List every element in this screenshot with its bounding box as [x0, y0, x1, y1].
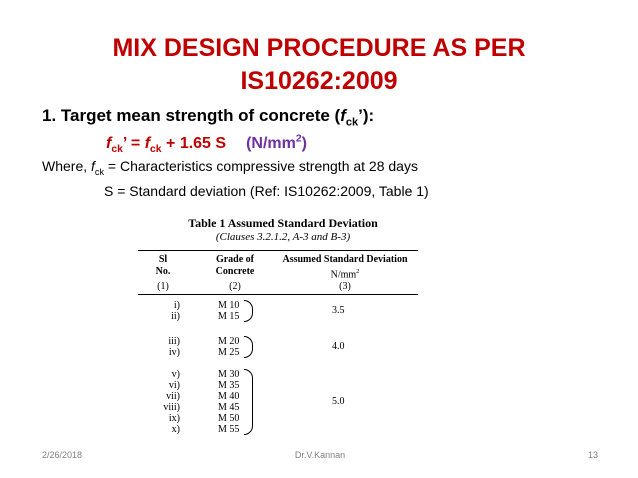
heading-prefix: 1. Target mean strength of concrete ( — [42, 106, 341, 125]
table-title: Table 1 Assumed Standard Deviation — [188, 216, 378, 230]
table-row-grade: M 50 — [218, 413, 240, 424]
footer-author: Dr.V.Kannan — [294, 450, 346, 460]
table-row-grade: M 20 — [218, 336, 240, 347]
table-clauses: (Clauses 3.2.1.2, A-3 and B-3) — [215, 231, 351, 243]
formula-lhs-prime: ’ = — [122, 135, 145, 153]
table-row-sl: iii) — [168, 336, 180, 347]
table-row-grade: M 15 — [218, 311, 240, 322]
table-row-grade: M 25 — [218, 347, 240, 358]
formula-rhs-sub: ck — [150, 144, 162, 156]
table-row-sl: viii) — [163, 402, 180, 413]
col-number-1: (1) — [157, 281, 169, 292]
table-row-deviation: 5.0 — [332, 396, 345, 407]
table-row-sl: vii) — [166, 391, 180, 402]
standard-deviation-line: S = Standard deviation (Ref: IS10262:200… — [104, 183, 429, 199]
grade-group-brace — [244, 300, 253, 322]
table-row-deviation: 4.0 — [332, 341, 345, 352]
footer-page-number: 13 — [587, 450, 598, 460]
heading-symbol: f — [340, 106, 346, 125]
where-line: Where, fck = Characteristics compressive… — [42, 158, 418, 177]
table-row-sl: x) — [171, 424, 180, 435]
formula-lhs-sub: ck — [111, 144, 123, 156]
table-row-sl: ix) — [168, 413, 180, 424]
where-sub: ck — [94, 166, 104, 177]
formula-lhs-f: f — [106, 135, 112, 153]
target-strength-formula: fck’ = fck + 1.65 S (N/mm2) — [106, 134, 307, 156]
table-row-sl: v) — [171, 369, 180, 380]
grade-group-brace — [244, 336, 253, 358]
table-header-rule — [138, 294, 418, 295]
where-f: f — [91, 158, 95, 174]
table-row-grade: M 10 — [218, 300, 240, 311]
heading-subscript: ck — [345, 116, 359, 129]
formula-unit: (N/mm2) — [246, 134, 307, 153]
formula-rhs-f: f — [144, 135, 151, 153]
where-text: = Characteristics compressive strength a… — [104, 158, 418, 174]
header-asd: Assumed Standard Deviation N/mm2 — [282, 254, 408, 281]
header-sl: Sl No. — [155, 254, 171, 277]
grade-group-brace — [244, 369, 253, 435]
table-row-sl: iv) — [168, 347, 180, 358]
slide-title-line2: IS10262:2009 — [240, 67, 398, 95]
table-row-sl: ii) — [171, 311, 180, 322]
table-top-rule — [138, 250, 418, 251]
header-grade: Grade of Concrete — [215, 254, 255, 277]
section-heading: 1. Target mean strength of concrete (fck… — [42, 106, 374, 128]
col-number-2: (2) — [229, 281, 241, 292]
table-row-grade: M 40 — [218, 391, 240, 402]
table-row-grade: M 35 — [218, 380, 240, 391]
table-row-sl: i) — [173, 300, 180, 311]
slide-title-line1: MIX DESIGN PROCEDURE AS PER — [112, 34, 526, 62]
table-row-deviation: 3.5 — [332, 305, 345, 316]
footer-date: 2/26/2018 — [42, 450, 83, 460]
table-row-grade: M 30 — [218, 369, 240, 380]
table-row-grade: M 45 — [218, 402, 240, 413]
col-number-3: (3) — [339, 281, 351, 292]
table-row-sl: vi) — [168, 380, 180, 391]
formula-rhs-rest: + 1.65 S — [161, 135, 227, 153]
heading-suffix: ’): — [358, 106, 375, 125]
table-row-grade: M 55 — [218, 424, 240, 435]
where-prefix: Where, — [42, 158, 92, 174]
